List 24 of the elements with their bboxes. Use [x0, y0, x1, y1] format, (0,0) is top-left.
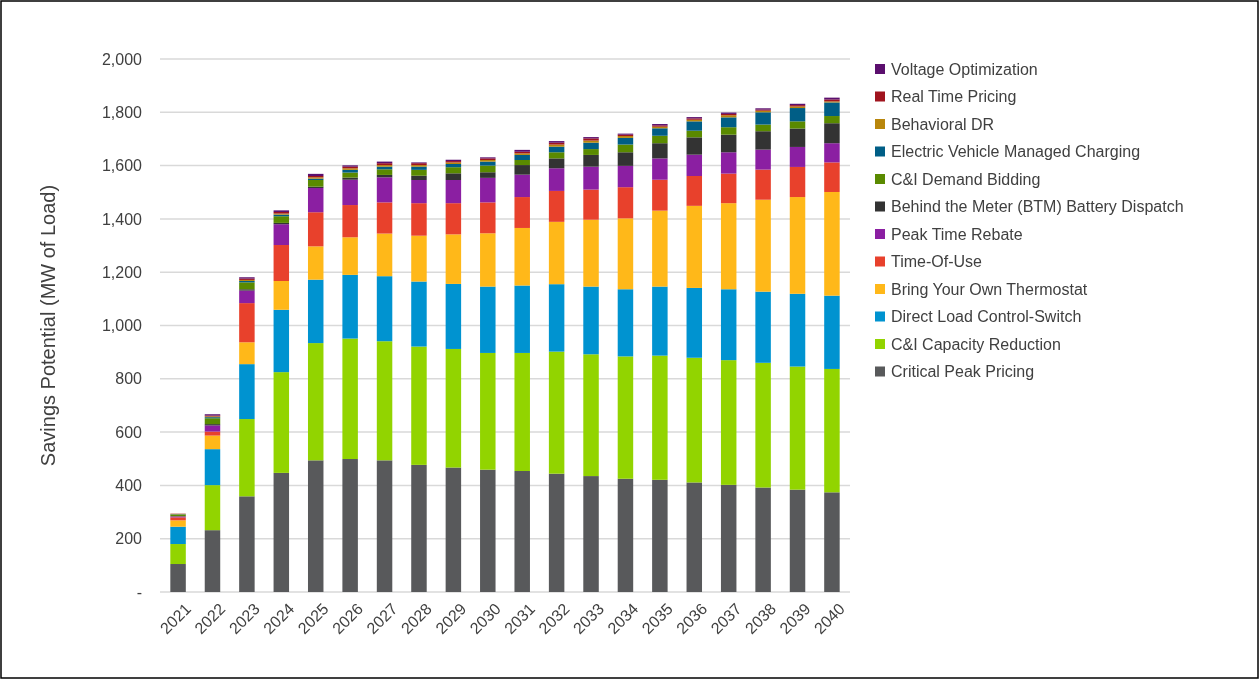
legend-label: Peak Time Rebate [891, 225, 1023, 243]
legend-label: Time-Of-Use [891, 253, 983, 271]
legend-label: Electric Vehicle Managed Charging [891, 143, 1141, 161]
legend-label: Behavioral DR [891, 115, 995, 133]
legend-label: Voltage Optimization [891, 60, 1038, 78]
legend-label: C&I Capacity Reduction [891, 335, 1061, 353]
y-tick-label: 1,000 [101, 317, 143, 335]
legend-label: Behind the Meter (BTM) Battery Dispatch [891, 198, 1184, 216]
legend-label: Real Time Pricing [891, 88, 1017, 106]
y-tick-label: 400 [115, 477, 143, 494]
legend-label: C&I Demand Bidding [891, 170, 1041, 188]
y-axis-title: Savings Potential (MW of Load) [37, 184, 59, 467]
y-tick-label: 1,400 [101, 210, 143, 228]
y-tick-label: 800 [115, 370, 143, 388]
legend-label: Critical Peak Pricing [891, 363, 1035, 381]
y-tick-label: 600 [115, 423, 143, 441]
legend-label: Direct Load Control-Switch [891, 308, 1082, 326]
y-tick-label: 2,000 [101, 50, 143, 68]
y-tick-label: - [136, 583, 142, 601]
y-tick-label: 200 [115, 530, 143, 548]
legend-label: Bring Your Own Thermostat [891, 280, 1088, 298]
y-tick-label: 1,800 [101, 103, 143, 121]
y-tick-label: 1,600 [101, 157, 143, 175]
y-tick-label: 1,200 [101, 263, 143, 281]
